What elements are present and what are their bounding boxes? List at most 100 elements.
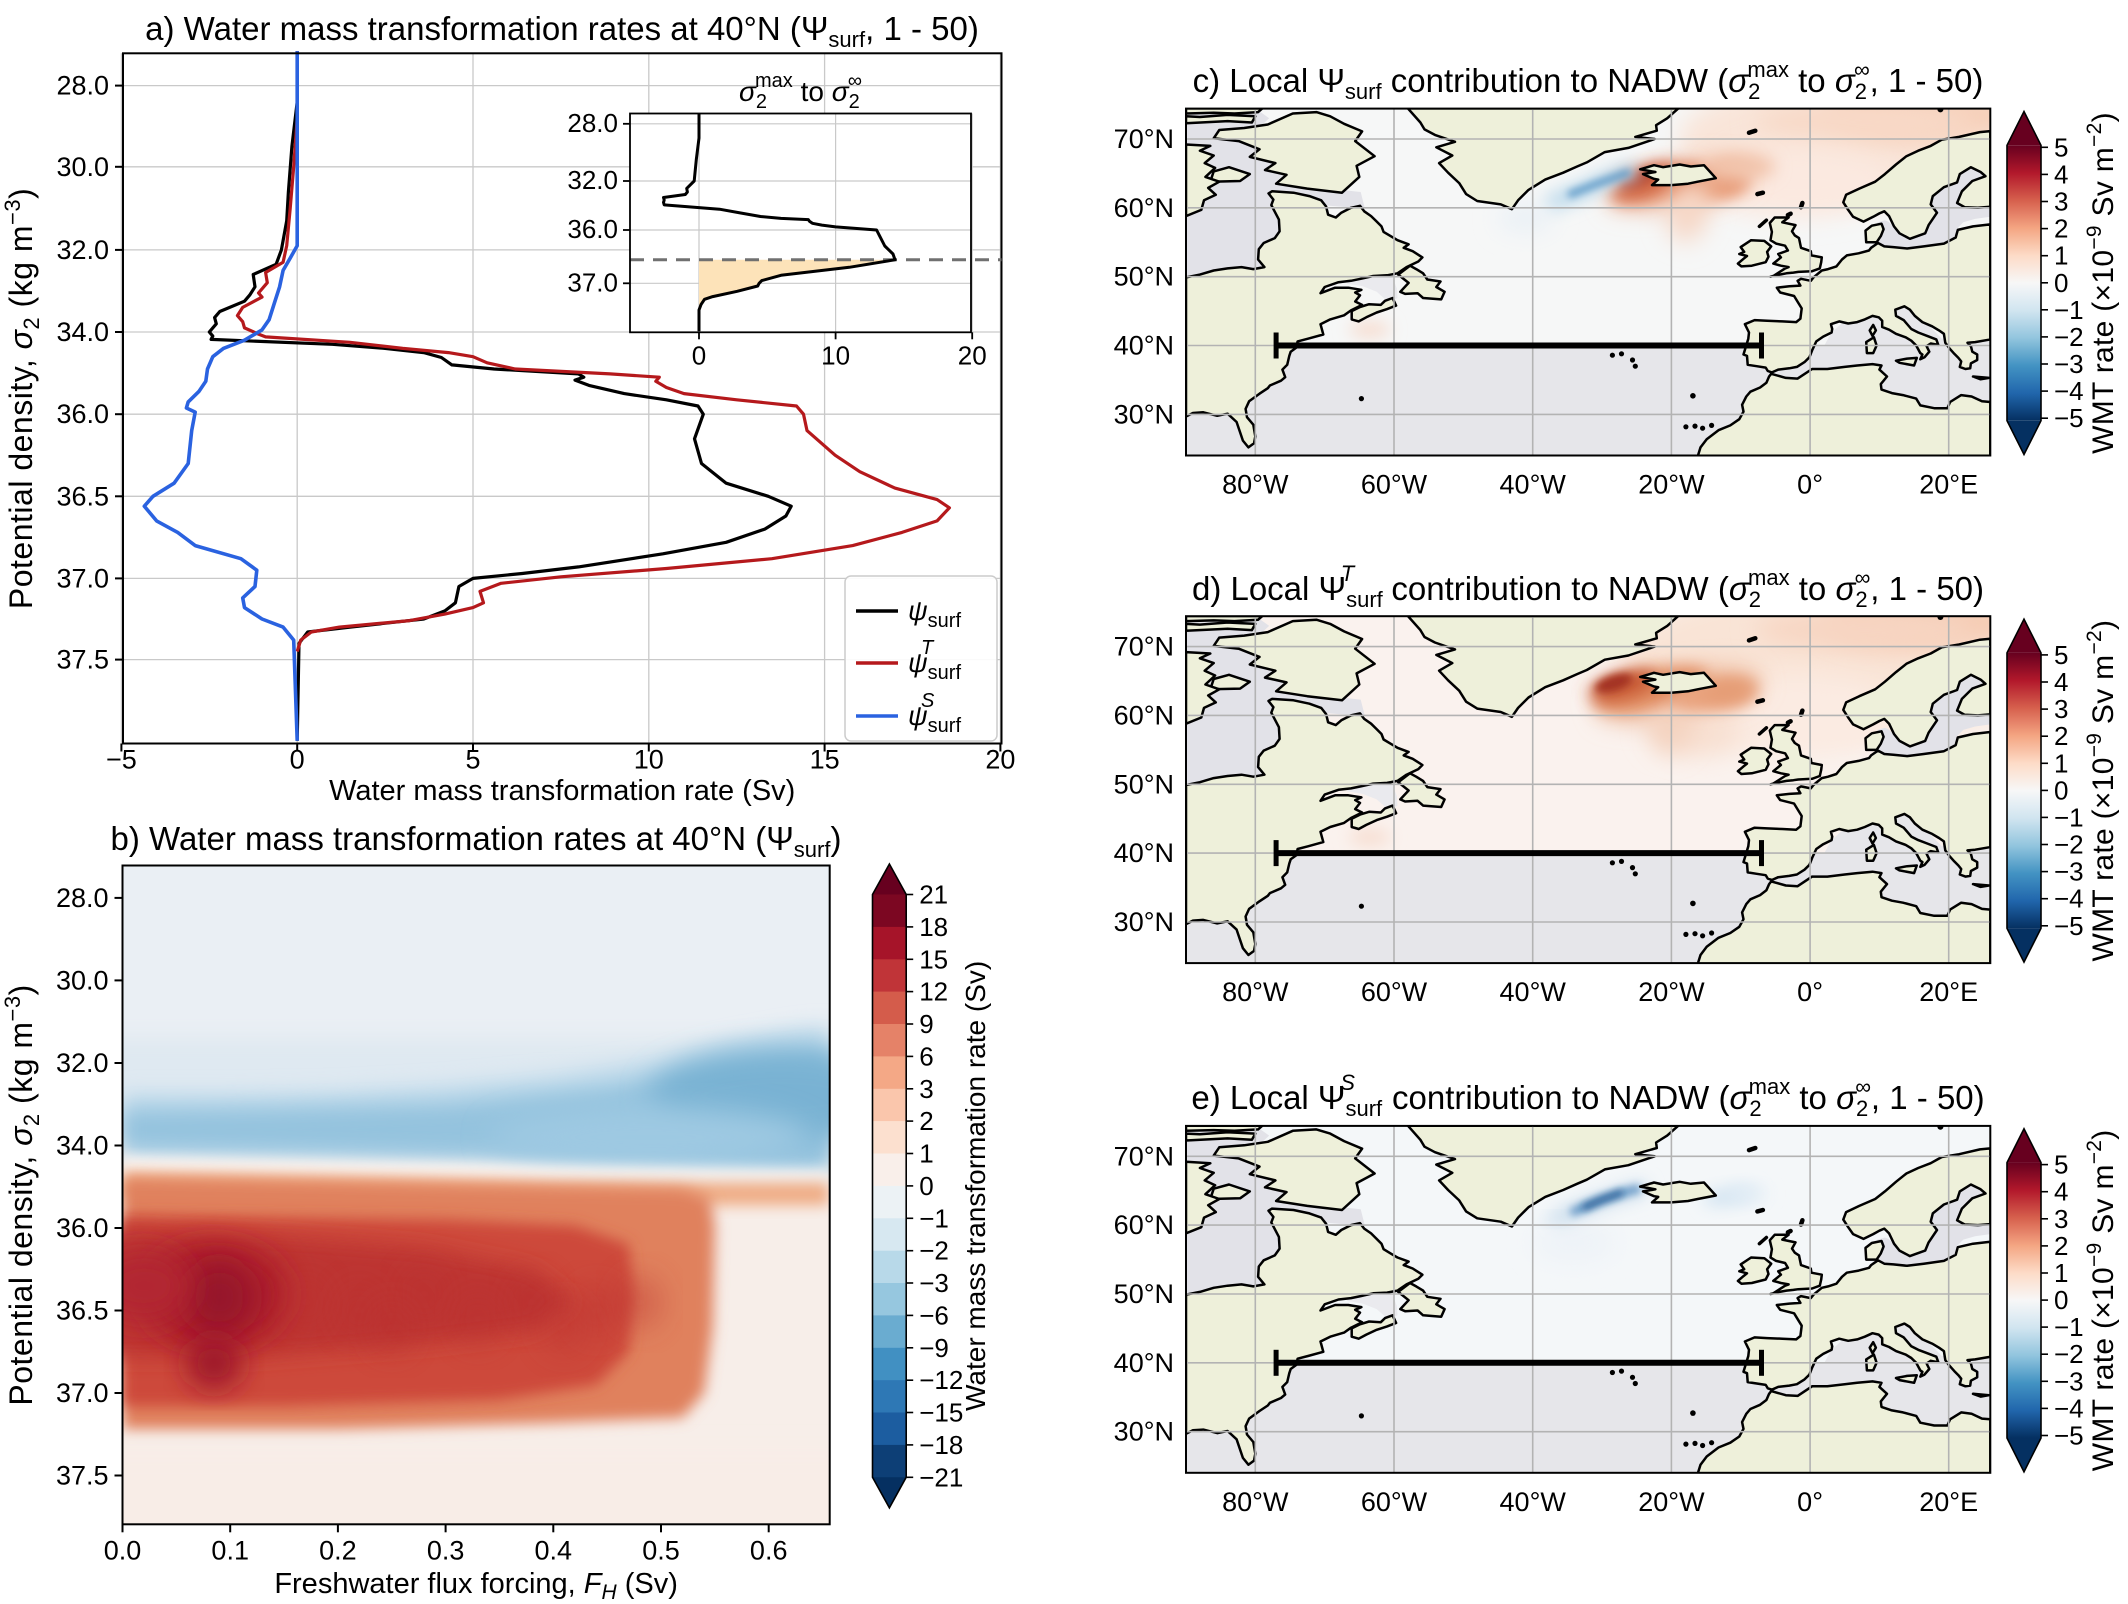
svg-text:0.5: 0.5 — [642, 1535, 680, 1565]
svg-text:WMT rate (×10−9 Sv m−2): WMT rate (×10−9 Sv m−2) — [2083, 1129, 2120, 1471]
svg-text:Water mass transformation rate: Water mass transformation rate (Sv) — [329, 775, 795, 807]
svg-text:−3: −3 — [2054, 857, 2084, 887]
svg-text:37.5: 37.5 — [56, 1461, 109, 1491]
svg-text:70°N: 70°N — [1114, 632, 1174, 662]
svg-text:−21: −21 — [919, 1462, 963, 1492]
svg-text:30°N: 30°N — [1114, 1417, 1174, 1447]
svg-text:0: 0 — [919, 1171, 933, 1201]
svg-text:−5: −5 — [2054, 403, 2084, 433]
svg-text:4: 4 — [2054, 667, 2068, 697]
svg-text:5: 5 — [2054, 640, 2068, 670]
svg-text:36.5: 36.5 — [56, 1296, 109, 1326]
svg-text:30.0: 30.0 — [56, 965, 109, 995]
svg-text:80°W: 80°W — [1222, 977, 1289, 1007]
svg-text:0.6: 0.6 — [750, 1535, 788, 1565]
svg-text:40°N: 40°N — [1114, 838, 1174, 868]
svg-text:0: 0 — [2054, 1285, 2068, 1315]
svg-text:50°N: 50°N — [1114, 1279, 1174, 1309]
svg-text:1: 1 — [919, 1139, 933, 1169]
svg-text:−9: −9 — [919, 1333, 949, 1363]
svg-text:0: 0 — [2054, 775, 2068, 805]
svg-text:0: 0 — [2054, 268, 2068, 298]
svg-text:60°W: 60°W — [1361, 977, 1428, 1007]
svg-text:0°: 0° — [1797, 977, 1823, 1007]
svg-text:c) Local Ψsurf contribution to: c) Local Ψsurf contribution to NADW (σ2m… — [1193, 57, 1984, 104]
svg-text:WMT rate (×10−9 Sv m−2): WMT rate (×10−9 Sv m−2) — [2083, 620, 2120, 962]
svg-text:36.0: 36.0 — [56, 1213, 109, 1243]
svg-text:σ2max to σ2∞: σ2max to σ2∞ — [739, 70, 862, 113]
svg-text:−4: −4 — [2054, 884, 2084, 914]
svg-text:3: 3 — [2054, 1204, 2068, 1234]
svg-text:1: 1 — [2054, 1258, 2068, 1288]
svg-text:32.0: 32.0 — [56, 1048, 109, 1078]
svg-text:80°W: 80°W — [1222, 1487, 1289, 1517]
svg-text:−12: −12 — [919, 1365, 963, 1395]
svg-text:20: 20 — [985, 745, 1015, 775]
svg-text:Potential density, σ2 (kg m−3): Potential density, σ2 (kg m−3) — [0, 188, 44, 609]
svg-text:20: 20 — [958, 340, 987, 370]
svg-text:3: 3 — [2054, 187, 2068, 217]
svg-text:15: 15 — [919, 944, 948, 974]
svg-text:−5: −5 — [106, 745, 137, 775]
svg-text:2: 2 — [2054, 1231, 2068, 1261]
svg-text:0: 0 — [290, 745, 305, 775]
svg-text:ψsurfS: ψsurfS — [908, 690, 961, 737]
svg-text:b) Water mass transformation r: b) Water mass transformation rates at 40… — [111, 820, 842, 862]
svg-text:4: 4 — [2054, 1177, 2068, 1207]
svg-text:10: 10 — [634, 745, 664, 775]
svg-text:3: 3 — [919, 1074, 933, 1104]
svg-text:−4: −4 — [2054, 1393, 2084, 1423]
svg-text:−2: −2 — [2054, 322, 2084, 352]
svg-text:−1: −1 — [2054, 802, 2084, 832]
svg-text:2: 2 — [919, 1106, 933, 1136]
svg-text:ψsurf: ψsurf — [908, 596, 961, 632]
svg-text:0.3: 0.3 — [427, 1535, 465, 1565]
svg-text:40°W: 40°W — [1500, 1487, 1567, 1517]
svg-text:60°N: 60°N — [1114, 1210, 1174, 1240]
svg-text:9: 9 — [919, 1009, 933, 1039]
svg-text:60°W: 60°W — [1361, 470, 1428, 500]
svg-text:5: 5 — [2054, 1150, 2068, 1180]
svg-text:60°W: 60°W — [1361, 1487, 1428, 1517]
svg-text:−6: −6 — [919, 1300, 949, 1330]
svg-text:32.0: 32.0 — [567, 165, 618, 195]
svg-text:5: 5 — [465, 745, 480, 775]
svg-text:28.0: 28.0 — [567, 108, 618, 138]
svg-text:30.0: 30.0 — [56, 152, 109, 182]
svg-text:32.0: 32.0 — [56, 235, 109, 265]
svg-text:0°: 0° — [1797, 1487, 1823, 1517]
svg-text:50°N: 50°N — [1114, 262, 1174, 292]
svg-text:34.0: 34.0 — [56, 1131, 109, 1161]
svg-text:Water mass transformation rate: Water mass transformation rate (Sv) — [960, 961, 991, 1411]
svg-text:28.0: 28.0 — [56, 71, 109, 101]
svg-text:−2: −2 — [2054, 830, 2084, 860]
svg-text:3: 3 — [2054, 694, 2068, 724]
svg-text:20°E: 20°E — [1919, 470, 1978, 500]
svg-text:−4: −4 — [2054, 376, 2084, 406]
svg-text:80°W: 80°W — [1222, 470, 1289, 500]
svg-text:−1: −1 — [2054, 295, 2084, 325]
svg-text:1: 1 — [2054, 241, 2068, 271]
svg-text:40°W: 40°W — [1500, 977, 1567, 1007]
svg-text:−3: −3 — [2054, 1366, 2084, 1396]
svg-text:−18: −18 — [919, 1430, 963, 1460]
svg-text:Freshwater flux forcing, FH (S: Freshwater flux forcing, FH (Sv) — [274, 1568, 678, 1599]
svg-text:−1: −1 — [2054, 1312, 2084, 1342]
svg-text:1: 1 — [2054, 748, 2068, 778]
svg-text:−2: −2 — [2054, 1339, 2084, 1369]
svg-text:0.4: 0.4 — [535, 1535, 573, 1565]
svg-text:20°W: 20°W — [1638, 470, 1705, 500]
svg-text:0°: 0° — [1797, 470, 1823, 500]
svg-text:28.0: 28.0 — [56, 883, 109, 913]
svg-text:18: 18 — [919, 912, 948, 942]
svg-text:30°N: 30°N — [1114, 399, 1174, 429]
svg-text:36.5: 36.5 — [56, 481, 109, 511]
svg-text:70°N: 70°N — [1114, 124, 1174, 154]
svg-text:60°N: 60°N — [1114, 193, 1174, 223]
svg-text:15: 15 — [810, 745, 840, 775]
svg-text:36.0: 36.0 — [567, 214, 618, 244]
svg-text:0.2: 0.2 — [319, 1535, 357, 1565]
svg-text:37.0: 37.0 — [56, 563, 109, 593]
svg-text:WMT rate (×10−9 Sv m−2): WMT rate (×10−9 Sv m−2) — [2083, 112, 2120, 454]
svg-text:0: 0 — [692, 340, 706, 370]
